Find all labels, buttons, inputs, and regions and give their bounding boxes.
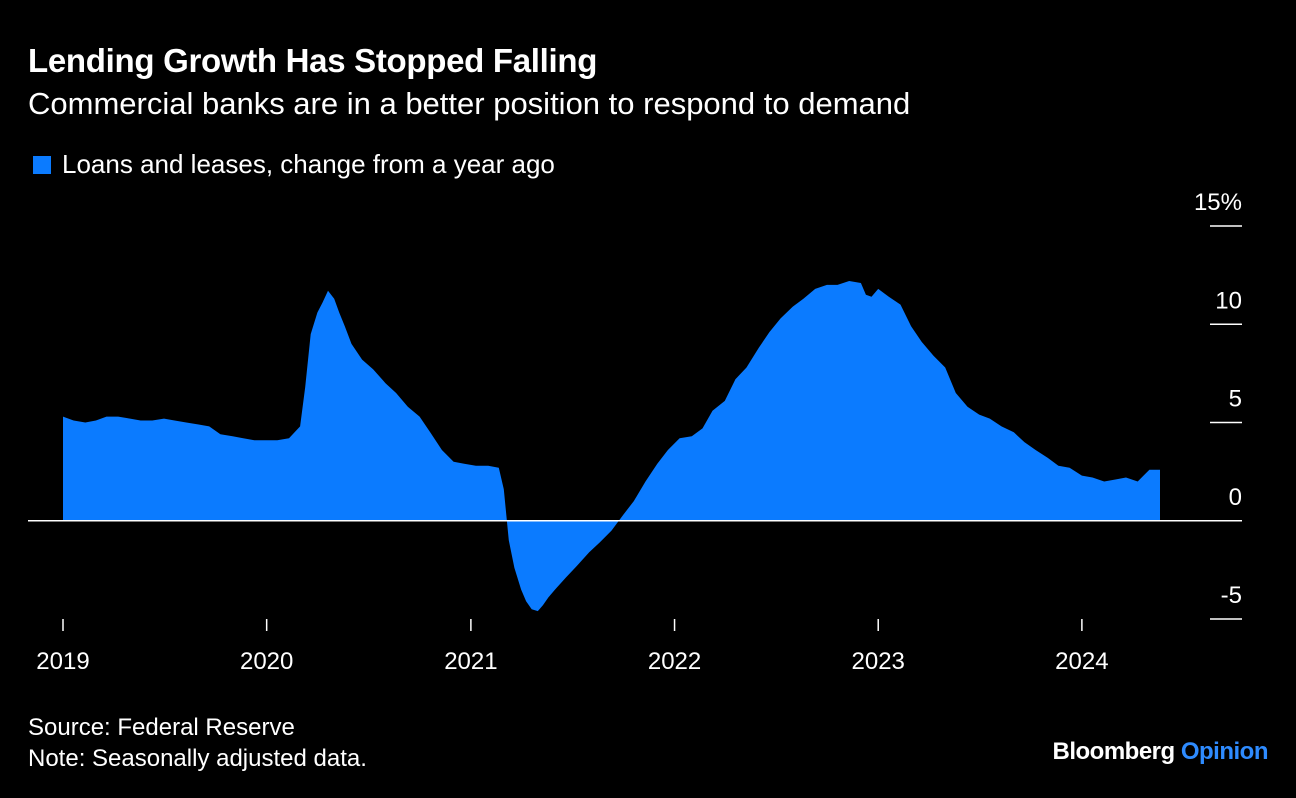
y-tick-label: 5 — [1229, 386, 1242, 413]
x-tick-label: 2023 — [852, 648, 905, 675]
brand-suffix: Opinion — [1180, 738, 1269, 765]
x-tick-label: 2020 — [240, 648, 293, 675]
chart-title: Lending Growth Has Stopped Falling — [28, 42, 598, 79]
footer: Source: Federal Reserve Note: Seasonally… — [28, 712, 367, 774]
y-tick-label: 10 — [1215, 287, 1242, 314]
area-series-loans-and-leases — [63, 281, 1160, 612]
legend-swatch — [33, 155, 51, 174]
brand-name: Bloomberg — [1052, 738, 1176, 765]
legend-label: Loans and leases, change from a year ago — [62, 149, 555, 179]
source-note: Source: Federal Reserve — [28, 714, 295, 741]
y-tick-label: 0 — [1229, 484, 1242, 511]
x-tick-label: 2021 — [444, 648, 497, 675]
bloomberg-opinion-logo: Bloomberg Opinion — [1053, 738, 1269, 766]
data-note: Note: Seasonally adjusted data. — [28, 745, 367, 772]
chart-subtitle: Commercial banks are in a better positio… — [28, 86, 911, 121]
y-tick-label: 15% — [1194, 189, 1242, 216]
x-tick-label: 2022 — [648, 648, 701, 675]
x-tick-label: 2019 — [36, 648, 89, 675]
legend: Loans and leases, change from a year ago — [33, 149, 555, 180]
x-tick-label: 2024 — [1055, 648, 1108, 675]
y-tick-label: -5 — [1221, 582, 1242, 609]
